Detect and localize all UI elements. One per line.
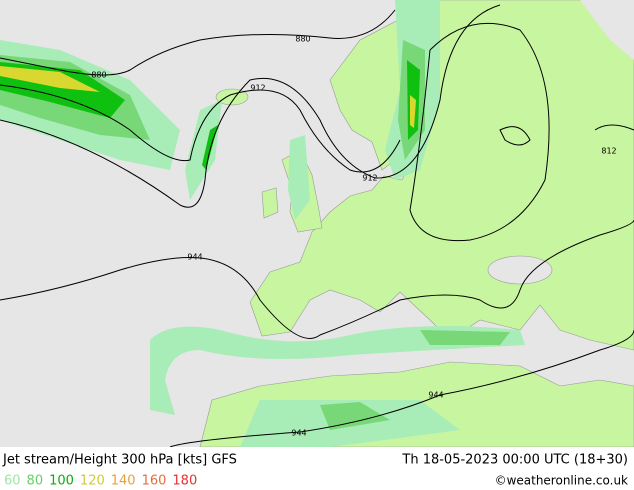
legend-label: 140: [111, 474, 136, 489]
footer-bg: [0, 447, 634, 490]
contour-label: 912: [362, 174, 377, 183]
contours: [0, 4, 634, 448]
contour-label: 812: [601, 147, 616, 156]
contour-label: 944: [187, 253, 202, 262]
legend-label: 60: [4, 474, 21, 489]
jet-bands: [0, 0, 525, 447]
contour-label: 880: [91, 71, 106, 80]
legend-label: 100: [49, 474, 74, 489]
credit: ©weatheronline.co.uk: [495, 474, 628, 488]
contour-label: 880: [295, 35, 310, 44]
contour-label: 944: [291, 429, 306, 438]
legend-label: 180: [172, 474, 197, 489]
legend-label: 120: [80, 474, 105, 489]
legend-label: 160: [142, 474, 167, 489]
contour-label: 912: [250, 84, 265, 93]
footer-title: Jet stream/Height 300 hPa [kts] GFS: [2, 453, 237, 468]
legend-label: 80: [27, 474, 44, 489]
contour-label: 944: [428, 391, 443, 400]
valid-time: Th 18-05-2023 00:00 UTC (18+30): [401, 453, 628, 468]
